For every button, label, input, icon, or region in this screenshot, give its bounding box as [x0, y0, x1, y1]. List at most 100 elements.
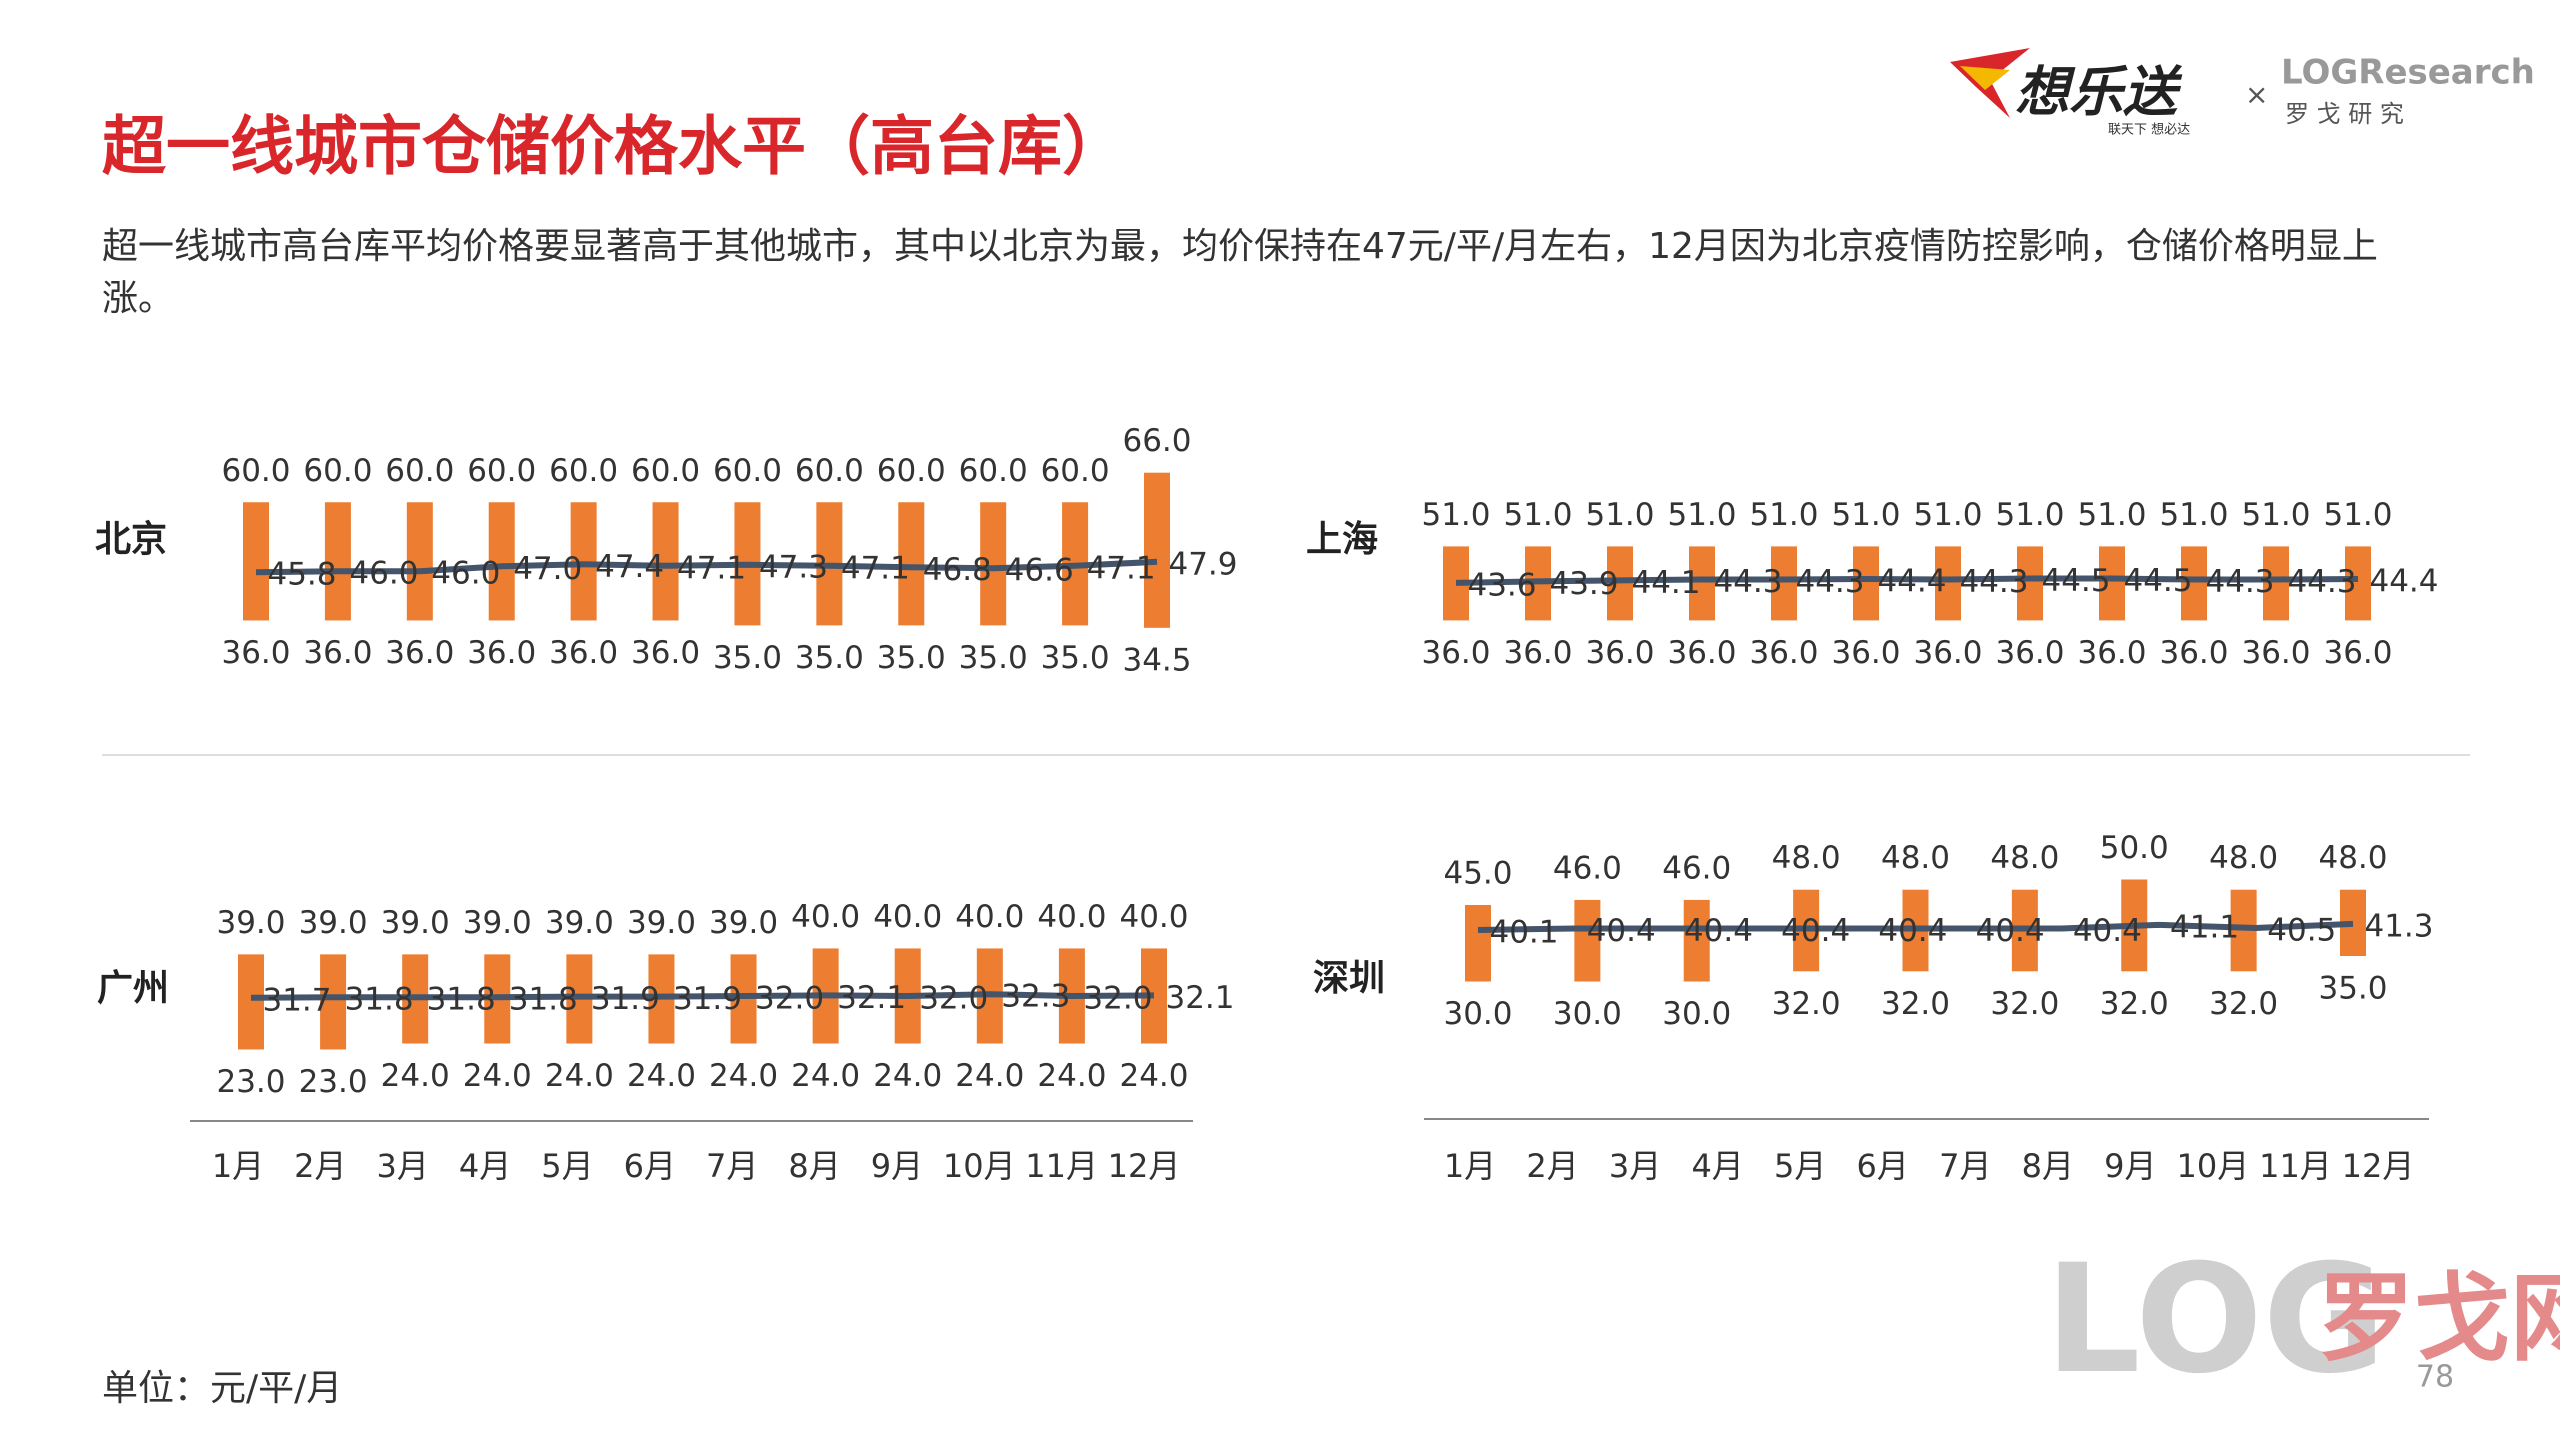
low-label: 32.0 [1990, 986, 2059, 1022]
page-number: 78 [2416, 1360, 2454, 1395]
range-bar [2263, 546, 2289, 621]
low-label: 24.0 [1037, 1058, 1106, 1094]
high-label: 60.0 [631, 453, 700, 489]
average-label: 31.7 [262, 982, 331, 1018]
low-label: 32.0 [2209, 986, 2278, 1022]
unit: 单位：元/平/月 [102, 1368, 342, 1409]
x-tick-label: 8月 [788, 1147, 840, 1185]
high-label: 48.0 [1990, 840, 2059, 876]
low-label: 36.0 [303, 635, 372, 671]
high-label: 66.0 [1122, 423, 1191, 459]
low-label: 36.0 [1831, 635, 1900, 671]
average-label: 47.9 [1168, 546, 1237, 582]
range-bar [2099, 546, 2125, 621]
logo-times: × [2245, 78, 2268, 111]
title: 超一线城市仓储价格水平（高台库） [102, 111, 1126, 185]
average-label: 31.8 [509, 982, 578, 1018]
x-tick-label: 12月 [2342, 1147, 2415, 1185]
low-label: 35.0 [1041, 640, 1110, 676]
low-label: 36.0 [385, 635, 454, 671]
low-label: 30.0 [1662, 996, 1731, 1032]
high-label: 51.0 [1585, 497, 1654, 533]
high-label: 60.0 [877, 453, 946, 489]
range-bar [488, 502, 515, 621]
x-tick-label: 5月 [1774, 1147, 1826, 1185]
watermark-cn: 罗戈网 [2318, 1262, 2560, 1374]
x-tick-label: 5月 [541, 1147, 593, 1185]
average-label: 32.1 [1165, 980, 1234, 1016]
average-label: 41.1 [2170, 909, 2239, 945]
high-label: 46.0 [1662, 850, 1731, 886]
high-label: 50.0 [2100, 830, 2169, 866]
average-line [255, 558, 1158, 576]
low-label: 35.0 [795, 640, 864, 676]
city-label: 广州 [97, 968, 169, 1009]
high-label: 39.0 [709, 905, 778, 941]
logo-slogan: 联天下 想必达 [2108, 122, 2190, 138]
average-label: 44.5 [2123, 563, 2192, 599]
average-label: 31.9 [591, 981, 660, 1017]
city-label: 深圳 [1313, 958, 1385, 999]
range-bar [406, 502, 433, 621]
average-label: 47.4 [595, 549, 664, 585]
average-label: 32.0 [1083, 980, 1152, 1016]
city-label: 上海 [1306, 519, 1378, 560]
city-label: 北京 [95, 518, 167, 560]
x-tick-label: 8月 [2022, 1147, 2074, 1185]
low-label: 36.0 [1667, 635, 1736, 671]
average-label: 40.5 [2267, 912, 2336, 948]
high-label: 39.0 [299, 905, 368, 941]
high-label: 51.0 [2241, 497, 2310, 533]
average-label: 32.1 [837, 980, 906, 1016]
low-label: 35.0 [713, 640, 782, 676]
low-label: 36.0 [1995, 635, 2064, 671]
low-label: 23.0 [216, 1064, 285, 1100]
average-label: 46.6 [1005, 553, 1074, 589]
low-label: 34.5 [1122, 642, 1191, 678]
average-line [1477, 920, 2354, 933]
high-label: 40.0 [955, 899, 1024, 935]
average-label: 43.9 [1549, 566, 1618, 602]
range-bar [243, 502, 269, 621]
high-label: 51.0 [1995, 497, 2064, 533]
low-label: 24.0 [545, 1058, 614, 1094]
high-label: 51.0 [2159, 497, 2228, 533]
high-label: 60.0 [303, 453, 372, 489]
range-bar [1935, 546, 1961, 621]
range-bar [2181, 546, 2207, 621]
range-bar [1144, 472, 1170, 628]
high-label: 60.0 [467, 453, 536, 489]
high-label: 51.0 [1667, 497, 1736, 533]
high-label: 40.0 [791, 899, 860, 935]
average-label: 41.3 [2364, 908, 2433, 944]
low-label: 36.0 [631, 635, 700, 671]
high-label: 51.0 [1749, 497, 1818, 533]
range-bar [2017, 546, 2043, 621]
high-label: 46.0 [1553, 850, 1622, 886]
x-tick-label: 10月 [2177, 1147, 2250, 1185]
average-label: 47.1 [841, 550, 910, 586]
high-label: 48.0 [2209, 840, 2278, 876]
high-label: 39.0 [545, 905, 614, 941]
low-label: 35.0 [959, 640, 1028, 676]
average-label: 44.3 [1713, 564, 1782, 600]
low-label: 24.0 [791, 1058, 860, 1094]
high-label: 51.0 [2323, 497, 2392, 533]
range-bar [652, 502, 679, 621]
x-tick-label: 11月 [2259, 1147, 2332, 1185]
low-label: 36.0 [2241, 635, 2310, 671]
high-label: 39.0 [216, 905, 285, 941]
low-label: 36.0 [2323, 635, 2392, 671]
high-label: 39.0 [627, 905, 696, 941]
low-label: 35.0 [2318, 971, 2387, 1007]
low-label: 23.0 [299, 1064, 368, 1100]
average-label: 32.3 [1001, 979, 1070, 1015]
average-label: 45.8 [267, 557, 336, 593]
range-bar [1465, 905, 1491, 982]
high-label: 60.0 [549, 453, 618, 489]
range-bar [320, 954, 347, 1050]
range-bar [1689, 546, 1715, 621]
range-bar [1574, 899, 1601, 982]
